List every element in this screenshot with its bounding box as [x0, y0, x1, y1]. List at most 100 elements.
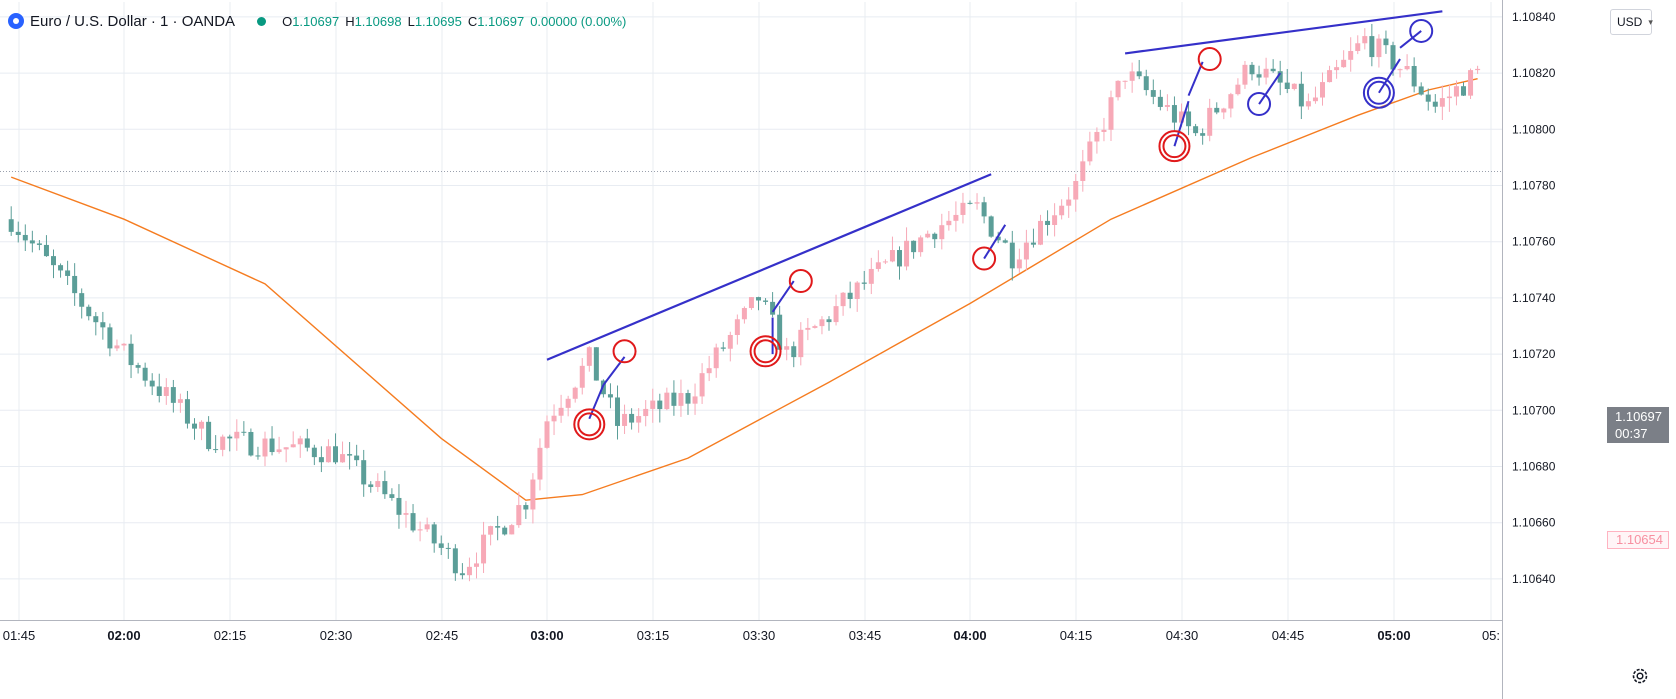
candle-up — [163, 387, 169, 396]
x-tick-label: 05: — [1482, 628, 1500, 643]
candle-down — [763, 300, 769, 302]
candle-up — [854, 282, 860, 299]
candle-up — [882, 261, 888, 263]
candle-up — [875, 262, 881, 269]
candle-down — [1150, 90, 1156, 97]
candle-down — [333, 446, 338, 463]
candle-down — [452, 548, 458, 574]
candle-down — [184, 399, 190, 424]
candle-down — [826, 319, 832, 323]
y-tick-label: 1.10740 — [1512, 291, 1556, 305]
marker-circle — [1366, 80, 1391, 105]
y-tick-label: 1.10720 — [1512, 347, 1556, 361]
candle-down — [932, 233, 938, 240]
marker-circle — [753, 339, 778, 364]
y-tick-label: 1.10640 — [1512, 572, 1556, 586]
candle-down — [523, 505, 529, 510]
chevron-down-icon: ▾ — [1648, 16, 1653, 27]
candle-down — [1249, 64, 1255, 75]
x-tick-label: 04:30 — [1166, 628, 1199, 643]
candle-up — [234, 431, 240, 439]
candle-down — [29, 240, 35, 244]
candle-down — [756, 297, 761, 301]
candle-up — [650, 400, 656, 409]
candle-down — [311, 447, 317, 458]
candle-up — [509, 525, 515, 535]
candle-down — [206, 421, 212, 450]
candle-up — [1439, 98, 1445, 107]
candle-down — [1143, 76, 1149, 91]
candle-up — [1164, 105, 1170, 107]
candle-up — [1446, 96, 1452, 99]
candle-down — [967, 202, 973, 204]
candle-up — [1242, 64, 1248, 85]
candle-up — [1341, 59, 1347, 68]
candle-down — [107, 327, 113, 349]
candle-down — [135, 365, 141, 368]
candle-up — [537, 447, 543, 480]
candle-down — [847, 292, 853, 299]
candle-up — [1312, 97, 1318, 102]
y-tick-label: 1.10840 — [1512, 10, 1556, 24]
candle-up — [1355, 43, 1361, 52]
axes: 1.10840 1.10820 1.10800 1.10780 1.10760 1.107… — [0, 0, 1556, 699]
candle-down — [347, 454, 353, 456]
candle-up — [1207, 107, 1213, 136]
candle-down — [1009, 242, 1015, 269]
candle-up — [741, 308, 747, 320]
candle-down — [1284, 82, 1290, 89]
y-tick-label: 1.10820 — [1512, 66, 1556, 80]
candle-up — [974, 202, 980, 204]
currency-label: USD — [1617, 15, 1643, 29]
marker-circle — [577, 412, 602, 437]
candle-up — [1016, 259, 1022, 269]
ohlc-high: H1.10698 — [345, 13, 402, 29]
candlestick-series — [8, 23, 1481, 582]
candle-down — [1383, 38, 1389, 46]
candle-up — [678, 393, 684, 406]
candle-down — [911, 240, 917, 253]
symbol-title[interactable]: Euro / U.S. Dollar · 1 · OANDA — [30, 12, 236, 30]
ohlc-close: C1.10697 — [467, 13, 525, 29]
short-segment — [983, 224, 1007, 260]
candle-up — [417, 529, 423, 531]
currency-button[interactable]: USD ▾ — [1610, 9, 1653, 35]
candle-down — [438, 543, 444, 548]
candle-down — [657, 400, 663, 410]
candle-down — [1002, 240, 1008, 243]
ma-value-label: 1.10654 — [1607, 530, 1669, 549]
gear-icon[interactable] — [1630, 666, 1650, 686]
candle-down — [1045, 220, 1051, 225]
marker-circle — [1247, 92, 1272, 117]
marker-circle — [972, 246, 997, 271]
candle-up — [734, 319, 740, 335]
candle-up — [664, 392, 670, 410]
candle-down — [22, 234, 28, 241]
current-price-value: 1.10697 — [1615, 408, 1662, 424]
x-tick-label: 03:15 — [637, 628, 670, 643]
x-tick-label: 03:30 — [743, 628, 776, 643]
y-tick-label: 1.10800 — [1512, 122, 1556, 136]
candle-up — [692, 396, 698, 404]
candle-down — [72, 275, 78, 294]
x-tick-label: 04:15 — [1060, 628, 1093, 643]
candle-up — [340, 454, 346, 463]
drawings-layer[interactable] — [546, 10, 1443, 441]
candle-up — [579, 365, 585, 388]
candle-down — [170, 387, 176, 403]
candle-down — [1214, 107, 1220, 113]
candle-down — [1425, 94, 1431, 102]
candle-up — [297, 438, 303, 445]
candle-down — [1193, 126, 1199, 134]
candle-up — [939, 225, 945, 240]
candle-down — [43, 244, 49, 257]
candle-down — [248, 431, 254, 456]
candle-down — [361, 460, 367, 485]
candle-up — [375, 481, 381, 488]
candle-up — [551, 415, 557, 422]
candle-up — [1305, 101, 1311, 107]
candle-down — [431, 524, 437, 544]
candle-down — [79, 293, 85, 307]
eurusd-flag-icon — [8, 13, 24, 29]
